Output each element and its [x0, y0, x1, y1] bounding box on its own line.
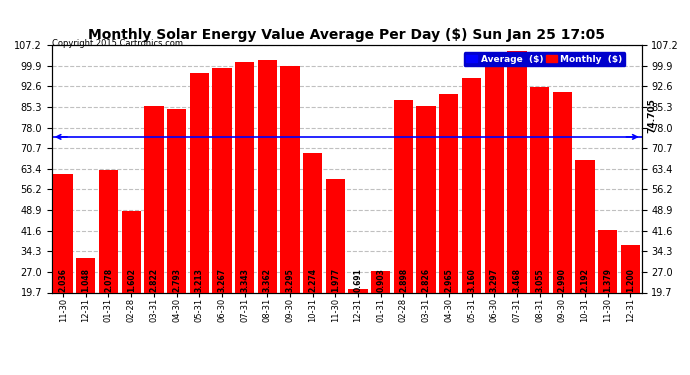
Bar: [167, 109, 186, 348]
Bar: [121, 211, 141, 348]
Text: 1.602: 1.602: [127, 268, 136, 292]
Bar: [484, 66, 504, 348]
Text: 2.036: 2.036: [59, 268, 68, 292]
Bar: [440, 94, 458, 348]
Text: 3.267: 3.267: [217, 268, 226, 292]
Text: 74.705: 74.705: [648, 98, 657, 133]
Bar: [530, 87, 549, 348]
Text: 3.055: 3.055: [535, 268, 544, 292]
Text: 2.078: 2.078: [104, 267, 113, 292]
Text: 2.990: 2.990: [558, 268, 566, 292]
Bar: [76, 258, 95, 348]
Bar: [326, 179, 345, 348]
Bar: [99, 170, 118, 348]
Text: 3.468: 3.468: [513, 268, 522, 292]
Text: 1.379: 1.379: [603, 268, 612, 292]
Bar: [621, 245, 640, 348]
Text: 2.822: 2.822: [149, 268, 159, 292]
Text: 1.048: 1.048: [81, 268, 90, 292]
Bar: [257, 60, 277, 348]
Bar: [190, 73, 209, 348]
Text: 0.691: 0.691: [353, 268, 362, 292]
Text: 2.965: 2.965: [444, 268, 453, 292]
Text: 3.160: 3.160: [467, 268, 476, 292]
Bar: [575, 160, 595, 348]
Bar: [280, 66, 299, 348]
Bar: [507, 51, 526, 348]
Bar: [53, 174, 72, 348]
Text: 3.343: 3.343: [240, 268, 249, 292]
Bar: [394, 100, 413, 348]
Text: 3.295: 3.295: [286, 268, 295, 292]
Legend: Average  ($), Monthly  ($): Average ($), Monthly ($): [464, 52, 625, 66]
Bar: [553, 92, 572, 348]
Text: 0.903: 0.903: [376, 268, 385, 292]
Bar: [417, 106, 436, 348]
Text: 2.192: 2.192: [580, 268, 589, 292]
Text: 1.200: 1.200: [626, 268, 635, 292]
Bar: [303, 153, 322, 348]
Text: 2.274: 2.274: [308, 268, 317, 292]
Bar: [462, 78, 481, 348]
Text: Copyright 2015 Cartronics.com: Copyright 2015 Cartronics.com: [52, 39, 183, 48]
Bar: [371, 271, 391, 348]
Text: 3.297: 3.297: [490, 268, 499, 292]
Text: 2.898: 2.898: [399, 267, 408, 292]
Bar: [213, 68, 232, 348]
Text: 2.793: 2.793: [172, 268, 181, 292]
Bar: [144, 106, 164, 348]
Text: 1.977: 1.977: [331, 267, 340, 292]
Bar: [348, 289, 368, 348]
Text: 3.362: 3.362: [263, 268, 272, 292]
Title: Monthly Solar Energy Value Average Per Day ($) Sun Jan 25 17:05: Monthly Solar Energy Value Average Per D…: [88, 28, 605, 42]
Text: 2.826: 2.826: [422, 268, 431, 292]
Text: 3.213: 3.213: [195, 268, 204, 292]
Bar: [598, 230, 618, 348]
Bar: [235, 62, 254, 348]
